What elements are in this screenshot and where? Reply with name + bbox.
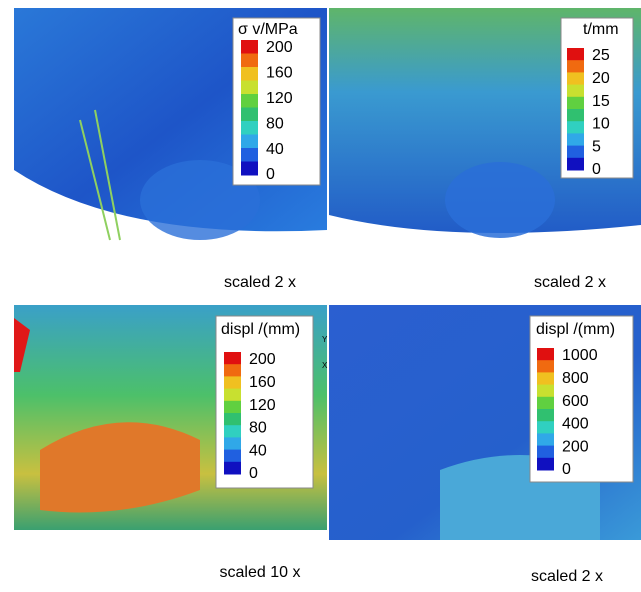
color-band bbox=[224, 462, 241, 475]
color-band bbox=[537, 372, 554, 385]
caption: scaled 2 x bbox=[531, 568, 603, 585]
legend-tick: 200 bbox=[266, 39, 293, 56]
color-band bbox=[567, 97, 584, 110]
legend-tick: 5 bbox=[592, 138, 601, 155]
color-band bbox=[241, 94, 258, 108]
color-band bbox=[537, 409, 554, 422]
color-band bbox=[537, 348, 554, 361]
color-band bbox=[567, 48, 584, 61]
legend-tick: 0 bbox=[249, 465, 258, 482]
color-band bbox=[224, 413, 241, 426]
legend-tick: 0 bbox=[562, 461, 571, 478]
legend-tick: 600 bbox=[562, 393, 589, 410]
color-band bbox=[567, 72, 584, 85]
color-band bbox=[567, 121, 584, 134]
caption: scaled 10 x bbox=[220, 564, 301, 581]
color-band bbox=[224, 352, 241, 365]
color-band bbox=[567, 60, 584, 73]
color-band bbox=[224, 437, 241, 450]
color-band bbox=[241, 121, 258, 135]
color-band bbox=[224, 376, 241, 389]
color-band bbox=[241, 108, 258, 122]
color-band bbox=[537, 446, 554, 459]
legend-tick: 400 bbox=[562, 416, 589, 433]
figure: σ v/MPa20016012080400scaled 2 xt/mm25201… bbox=[0, 0, 641, 587]
legend-tick: 120 bbox=[249, 397, 276, 414]
legend-tick: 0 bbox=[592, 161, 601, 178]
legend-tick: 15 bbox=[592, 93, 610, 110]
legend-tick: 160 bbox=[266, 65, 293, 82]
legend-tick: 20 bbox=[592, 70, 610, 87]
color-band bbox=[537, 421, 554, 434]
legend-tick: 160 bbox=[249, 374, 276, 391]
legend-tick: 40 bbox=[266, 141, 284, 158]
legend-tick: 40 bbox=[249, 442, 267, 459]
legend-tick: 1000 bbox=[562, 347, 598, 364]
color-band bbox=[241, 54, 258, 68]
color-band bbox=[241, 81, 258, 95]
color-band bbox=[567, 109, 584, 122]
legend-tick: 200 bbox=[249, 351, 276, 368]
legend-tick: 800 bbox=[562, 370, 589, 387]
legend-tick: 25 bbox=[592, 47, 610, 64]
axis-label: X bbox=[322, 361, 328, 370]
legend-tick: 80 bbox=[249, 420, 267, 437]
color-band bbox=[224, 450, 241, 463]
legend-tick: 80 bbox=[266, 115, 284, 132]
color-band bbox=[241, 162, 258, 176]
color-band bbox=[241, 148, 258, 162]
color-band bbox=[567, 146, 584, 159]
color-band bbox=[241, 135, 258, 149]
color-band bbox=[241, 67, 258, 81]
legend-title: displ /(mm) bbox=[221, 321, 300, 338]
legend-title: σ v/MPa bbox=[238, 21, 298, 38]
color-band bbox=[567, 85, 584, 98]
legend-title: t/mm bbox=[583, 21, 619, 38]
color-band bbox=[567, 133, 584, 146]
color-band bbox=[224, 389, 241, 402]
legend-tick: 10 bbox=[592, 116, 610, 133]
color-band bbox=[537, 360, 554, 373]
color-band bbox=[537, 397, 554, 410]
caption: scaled 2 x bbox=[534, 274, 606, 291]
legend-tick: 0 bbox=[266, 166, 275, 183]
legend-tick: 120 bbox=[266, 90, 293, 107]
axis-label: Y bbox=[322, 335, 328, 344]
color-band bbox=[567, 158, 584, 171]
color-band bbox=[537, 433, 554, 446]
color-band bbox=[224, 364, 241, 377]
color-band bbox=[537, 385, 554, 398]
color-band bbox=[537, 458, 554, 471]
color-band bbox=[241, 40, 258, 54]
caption: scaled 2 x bbox=[224, 274, 296, 291]
legend-title: displ /(mm) bbox=[536, 321, 615, 338]
color-band bbox=[224, 425, 241, 438]
color-band bbox=[224, 401, 241, 414]
legend-tick: 200 bbox=[562, 438, 589, 455]
